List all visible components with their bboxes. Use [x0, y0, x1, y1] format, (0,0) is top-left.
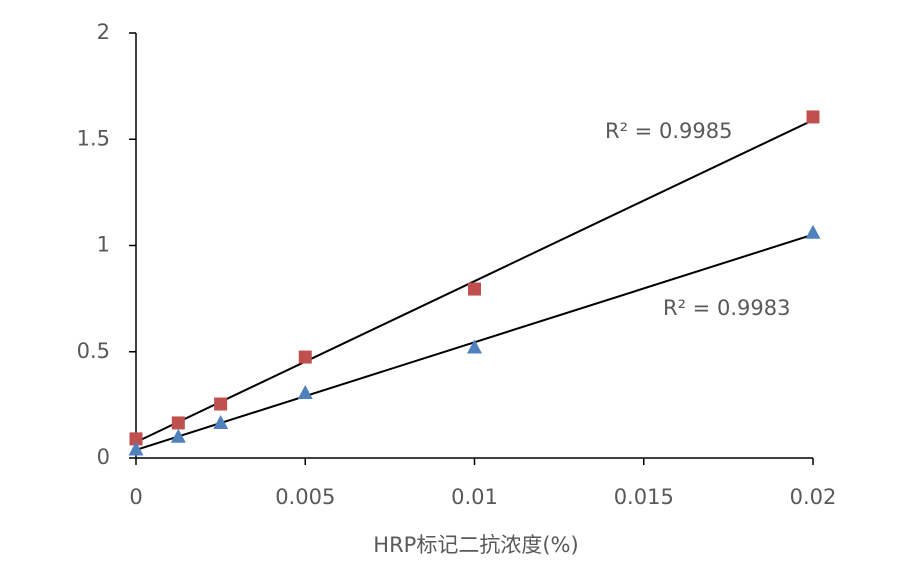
point: [128, 441, 144, 456]
point: [213, 414, 229, 429]
point: [129, 432, 143, 446]
x-tick-label: 0.015: [614, 485, 674, 509]
point: [805, 224, 821, 239]
y-tick-label: 0.5: [77, 339, 110, 363]
point: [214, 397, 228, 411]
point: [468, 282, 481, 296]
y-tick-label: 1: [97, 233, 110, 257]
trendline: [135, 119, 814, 444]
x-tick-label: 0.02: [790, 485, 837, 509]
x-tick-label: 0.01: [451, 485, 498, 509]
r-squared-label: R² = 0.9983: [663, 296, 790, 320]
point: [170, 428, 186, 443]
point: [806, 110, 820, 124]
point: [298, 350, 312, 364]
y-tick-label: 1.5: [77, 126, 110, 150]
point: [467, 339, 482, 354]
y-tick-label: 2: [97, 20, 110, 44]
x-axis-label: HRP标记二抗浓度(%): [373, 533, 578, 557]
y-tick-label: 0: [97, 445, 110, 469]
x-tick-label: 0.005: [275, 485, 335, 509]
point: [171, 416, 185, 430]
x-tick-label: 0: [129, 485, 142, 509]
r-squared-label: R² = 0.9985: [605, 119, 732, 143]
point: [297, 384, 313, 399]
